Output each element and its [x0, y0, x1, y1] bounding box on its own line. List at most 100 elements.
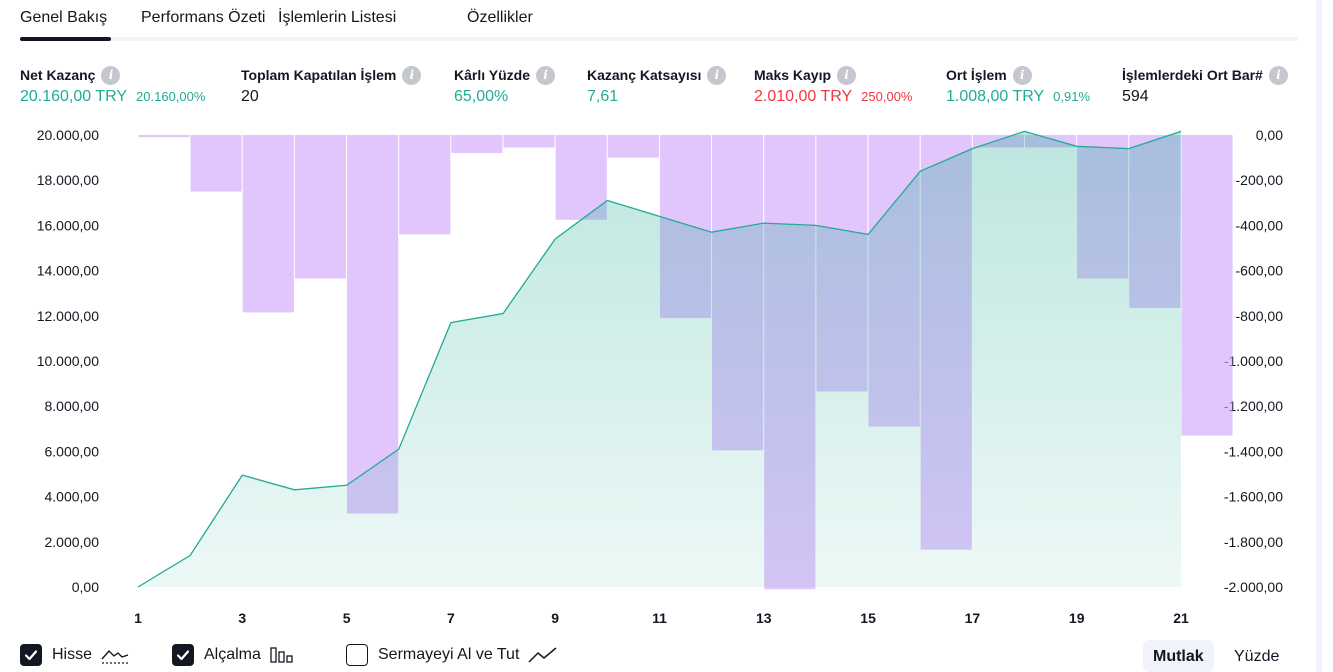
right-axis-tick: -1.600,00	[1224, 489, 1283, 505]
left-axis-tick: 0,00	[72, 579, 99, 595]
left-axis-tick: 12.000,00	[37, 308, 99, 324]
checkbox-unchecked-icon[interactable]	[346, 644, 368, 666]
right-axis-tick: -200,00	[1236, 172, 1284, 188]
drawdown-bar[interactable]	[555, 135, 607, 220]
left-axis-tick: 18.000,00	[37, 172, 99, 188]
right-axis-tick: -1.800,00	[1224, 534, 1283, 550]
legend-equity[interactable]: Hisse	[20, 644, 130, 666]
stat-total-closed-trades: Toplam Kapatılan İşlem i 20	[241, 64, 422, 106]
drawdown-bar[interactable]	[347, 135, 399, 514]
x-axis-tick: 21	[1173, 610, 1189, 626]
trend-line-icon	[527, 645, 559, 665]
x-axis-tick: 19	[1069, 610, 1085, 626]
scrollbar[interactable]	[1316, 0, 1322, 672]
right-axis-tick: -1.400,00	[1224, 443, 1283, 459]
drawdown-bar[interactable]	[294, 135, 347, 279]
equity-drawdown-chart[interactable]: 20.000,00 18.000,00 16.000,00 1 4.000,00 12.0…	[0, 120, 1300, 640]
stat-subvalue: 0,91%	[1053, 89, 1091, 104]
x-axis: 1 3 5 7 9 11 13 15 17 19 21	[134, 610, 1189, 626]
stat-max-drawdown: Maks Kayıp i 2.010,00 TRY 250,00%	[754, 64, 912, 106]
left-axis-tick: 8.000,00	[45, 398, 100, 414]
legend-buy-hold[interactable]: Sermayeyi Al ve Tut	[346, 644, 559, 666]
legend-drawdown[interactable]: Alçalma	[172, 644, 295, 666]
equity-area	[138, 131, 1181, 587]
x-axis-tick: 5	[343, 610, 351, 626]
tab-properties[interactable]: Özellikler	[467, 9, 533, 26]
drawdown-bar[interactable]	[190, 135, 242, 192]
info-icon[interactable]: i	[101, 65, 121, 85]
x-axis-tick: 9	[551, 610, 559, 626]
right-axis-tick: 0,00	[1256, 127, 1283, 143]
stat-subvalue: 250,00%	[861, 89, 913, 104]
tab-performance-summary[interactable]: Performans Özeti	[141, 9, 266, 26]
stat-value: 20.160,00 TRY	[20, 88, 128, 105]
stat-value: 65,00%	[454, 88, 509, 105]
legend-drawdown-label: Alçalma	[204, 646, 261, 663]
active-tab-indicator	[20, 37, 111, 41]
checkbox-checked-icon[interactable]	[172, 644, 194, 666]
right-axis-tick: -2.000,00	[1224, 579, 1283, 595]
left-axis-tick: 2.000,00	[45, 534, 100, 550]
stat-label: Kârlı Yüzde	[454, 67, 530, 83]
left-axis-tick: 20.000,00	[37, 127, 99, 143]
checkbox-checked-icon[interactable]	[20, 644, 42, 666]
x-axis-tick: 1	[134, 610, 142, 626]
x-axis-tick: 13	[756, 610, 772, 626]
stat-subvalue: 20.160,00%	[136, 89, 206, 104]
right-axis: 0,00 -200,00 -400,00 -600,00 -800,00 -1.000,0…	[1224, 127, 1283, 595]
legend-equity-label: Hisse	[52, 646, 93, 663]
stat-label: Toplam Kapatılan İşlem	[241, 67, 397, 83]
info-icon[interactable]: i	[402, 65, 422, 85]
right-axis-tick: -400,00	[1236, 217, 1284, 233]
x-axis-tick: 7	[447, 610, 455, 626]
stat-label: Net Kazanç	[20, 67, 96, 83]
x-axis-tick: 15	[860, 610, 876, 626]
info-icon[interactable]: i	[536, 65, 555, 85]
stat-net-profit: Net Kazanç i 20.160,00 TRY 20.160,00%	[20, 64, 205, 106]
drawdown-bar[interactable]	[503, 135, 555, 148]
right-axis-tick: -1.000,00	[1224, 353, 1283, 369]
stat-label: Maks Kayıp	[754, 67, 832, 83]
tab-overview[interactable]: Genel Bakış	[20, 9, 108, 26]
x-axis-tick: 11	[652, 610, 667, 626]
x-axis-tick: 3	[238, 610, 246, 626]
right-axis-tick: -800,00	[1236, 308, 1284, 324]
right-axis-tick: -1.200,00	[1224, 398, 1283, 414]
equity-line	[137, 130, 1182, 588]
stat-label: Kazanç Katsayısı	[587, 67, 702, 83]
info-icon[interactable]: i	[1268, 65, 1288, 85]
left-axis-tick: 10.000,00	[37, 353, 99, 369]
stat-value: 20	[241, 88, 259, 105]
right-axis-tick: -600,00	[1236, 263, 1284, 279]
stat-avg-bars: İşlemlerdeki Ort Bar# i 594	[1122, 64, 1288, 106]
tab-bar-track	[20, 37, 1298, 41]
left-axis: 20.000,00 18.000,00 16.000,00 14.000,00 12.0…	[37, 127, 100, 595]
drawdown-bar[interactable]	[399, 135, 451, 235]
info-icon[interactable]: i	[707, 65, 727, 85]
stat-value: 594	[1122, 88, 1149, 105]
stat-label: İşlemlerdeki Ort Bar#	[1122, 67, 1263, 83]
drawdown-bar[interactable]	[1181, 135, 1233, 436]
stat-value: 1.008,00 TRY	[946, 88, 1045, 105]
x-axis-tick: 17	[965, 610, 981, 626]
drawdown-bar[interactable]	[607, 135, 659, 158]
toggle-absolute[interactable]: Mutlak	[1143, 640, 1214, 672]
drawdown-bar[interactable]	[138, 135, 190, 138]
stat-value: 2.010,00 TRY	[754, 88, 853, 105]
stat-label: Ort İşlem	[946, 67, 1007, 83]
info-icon[interactable]: i	[837, 65, 857, 85]
tab-trades-list[interactable]: İşlemlerin Listesi	[278, 9, 397, 26]
area-line-icon	[100, 645, 130, 665]
toggle-percent[interactable]: Yüzde	[1234, 648, 1280, 665]
drawdown-bar[interactable]	[242, 135, 294, 313]
tab-bar: Genel Bakış Performans Özeti İşlemlerin …	[0, 0, 1300, 42]
left-axis-tick: 16.000,00	[37, 217, 99, 233]
stat-percent-profitable: Kârlı Yüzde i 65,00%	[454, 64, 555, 106]
drawdown-bar[interactable]	[451, 135, 503, 154]
stat-avg-trade: Ort İşlem i 1.008,00 TRY 0,91%	[946, 64, 1090, 106]
stat-profit-factor: Kazanç Katsayısı i 7,61	[587, 64, 727, 106]
left-axis-tick: 4.000,00	[45, 489, 100, 505]
left-axis-tick: 6.000,00	[45, 443, 100, 459]
info-icon[interactable]: i	[1012, 65, 1032, 85]
legend-buy-hold-label: Sermayeyi Al ve Tut	[378, 646, 520, 663]
